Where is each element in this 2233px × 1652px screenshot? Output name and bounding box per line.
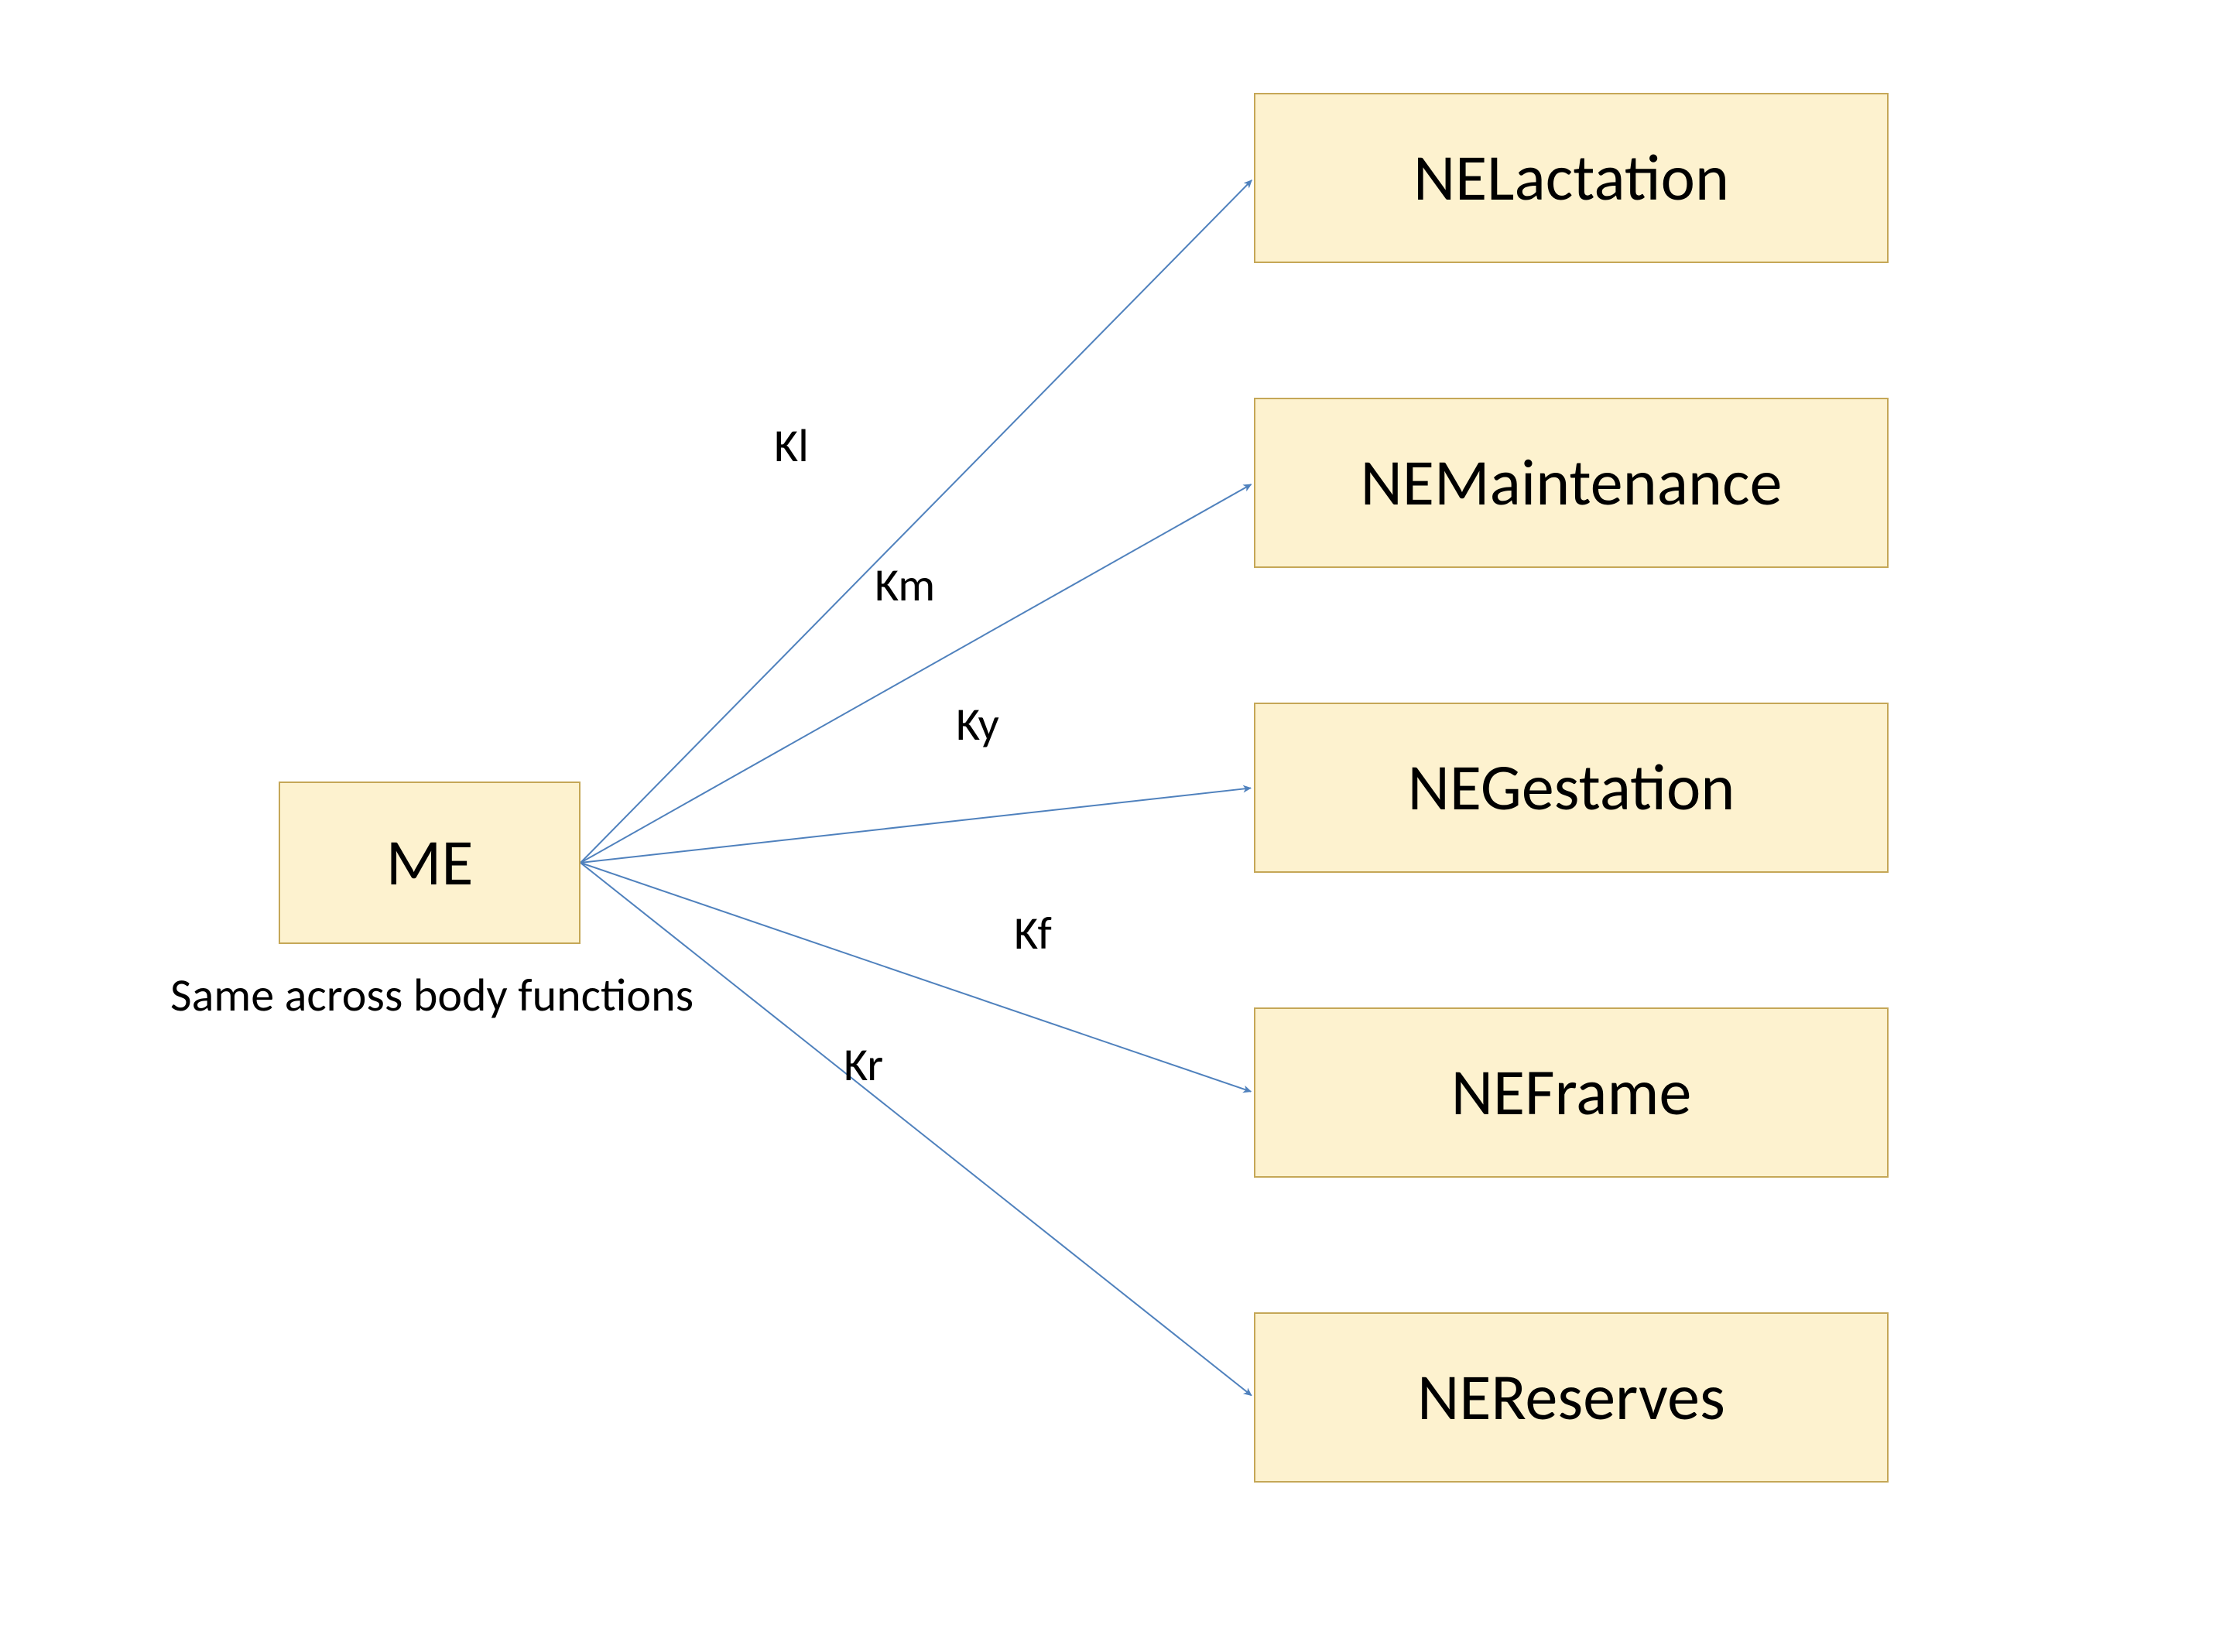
edge-label-text: Kr xyxy=(844,1037,883,1093)
source-caption: Same across body functions xyxy=(170,967,694,1024)
edge-line xyxy=(581,788,1251,863)
target-node-label: NEReserves xyxy=(1417,1362,1725,1433)
source-caption-text: Same across body functions xyxy=(170,967,694,1024)
edge-label-kf: Kf xyxy=(1014,905,1052,962)
target-node-label: NEFrame xyxy=(1451,1057,1692,1128)
edge-label-text: Ky xyxy=(956,696,999,753)
edge-line xyxy=(581,180,1252,863)
diagram-canvas: ME Same across body functions NELactatio… xyxy=(0,0,2233,1652)
target-node-ne-maintenance: NEMaintenance xyxy=(1254,398,1889,568)
edge-label-text: Km xyxy=(875,557,935,614)
target-node-ne-gestation: NEGestation xyxy=(1254,703,1889,873)
edge-line xyxy=(581,863,1252,1396)
edge-label-kr: Kr xyxy=(844,1037,883,1093)
edge-line xyxy=(581,484,1252,863)
target-node-ne-reserves: NEReserves xyxy=(1254,1312,1889,1483)
target-node-label: NELactation xyxy=(1413,142,1729,214)
edge-label-ky: Ky xyxy=(956,696,999,753)
target-node-label: NEMaintenance xyxy=(1361,447,1783,518)
edge-label-text: Kl xyxy=(774,418,809,474)
source-node-me: ME xyxy=(279,782,581,944)
target-node-ne-frame: NEFrame xyxy=(1254,1007,1889,1178)
source-node-label: ME xyxy=(386,827,474,898)
target-node-ne-lactation: NELactation xyxy=(1254,93,1889,263)
target-node-label: NEGestation xyxy=(1408,752,1735,823)
edge-label-km: Km xyxy=(875,557,935,614)
edge-label-text: Kf xyxy=(1014,905,1052,962)
edge-label-kl: Kl xyxy=(774,418,809,474)
